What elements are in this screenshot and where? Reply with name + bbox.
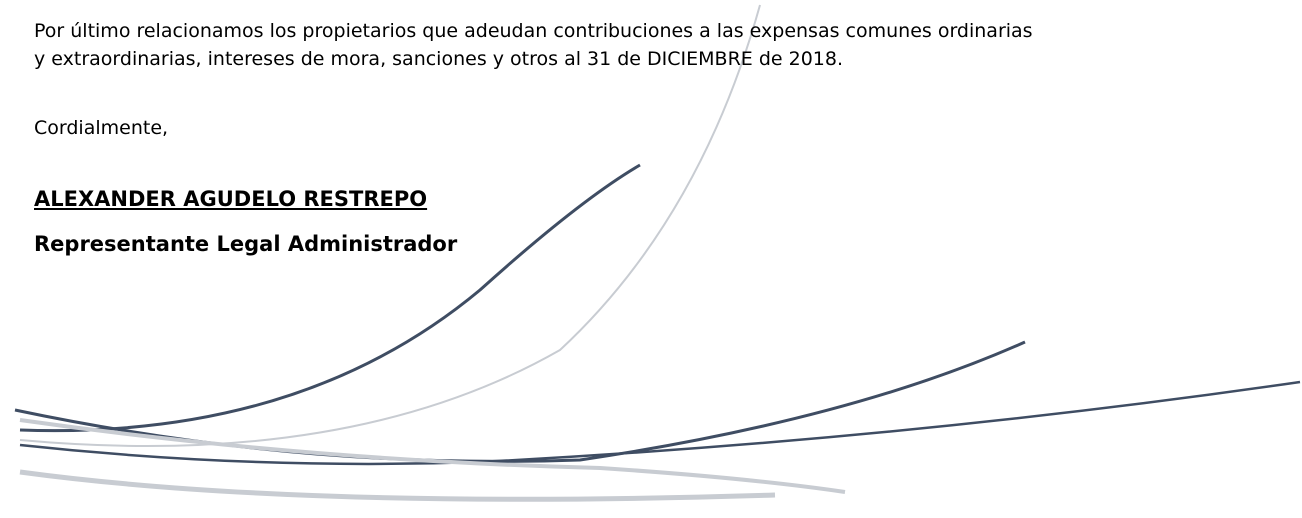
signature-role: Representante Legal Administrador bbox=[34, 232, 458, 256]
paragraph-line: y extraordinarias, intereses de mora, sa… bbox=[34, 48, 844, 70]
signature-name: ALEXANDER AGUDELO RESTREPO bbox=[34, 187, 428, 211]
paragraph-line: Por último relacionamos los propietarios… bbox=[34, 20, 1033, 42]
closing: Cordialmente, bbox=[34, 117, 169, 139]
